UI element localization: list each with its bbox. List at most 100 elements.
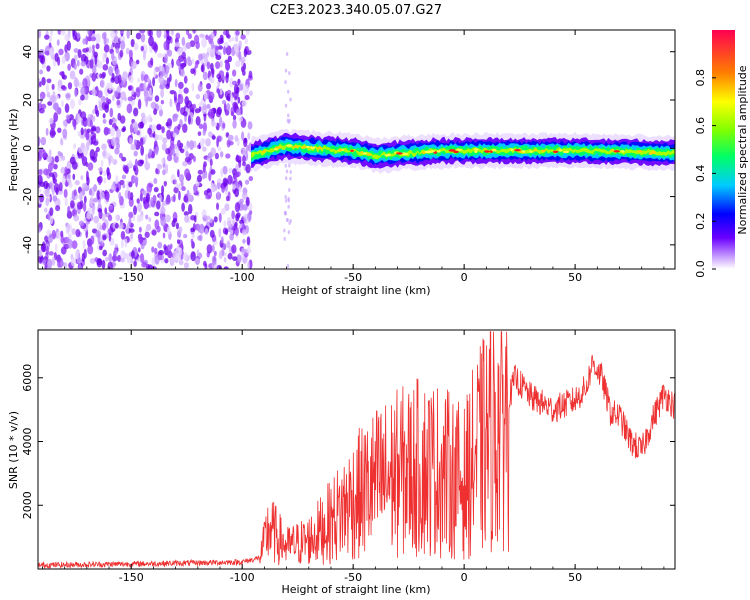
noise-speck <box>139 137 144 147</box>
noise-speck <box>236 254 242 264</box>
noise-speck <box>87 207 93 214</box>
noise-speck <box>205 138 211 147</box>
noise-speck <box>65 92 71 101</box>
noise-speck <box>225 153 231 159</box>
noise-speck <box>44 207 48 213</box>
y-tick-label: 20 <box>21 93 34 107</box>
noise-speck <box>215 61 221 69</box>
noise-speck <box>210 32 215 40</box>
signal-hotspot <box>316 146 323 150</box>
noise-speck <box>233 223 237 231</box>
noise-speck <box>153 69 157 78</box>
noise-speck <box>128 211 134 219</box>
noise-speck <box>111 72 115 81</box>
snr-series-line <box>38 331 675 569</box>
noise-speck <box>231 244 237 254</box>
noise-speck <box>163 40 169 51</box>
noise-speck <box>87 162 94 171</box>
noise-speck <box>172 217 178 223</box>
noise-speck <box>117 112 122 121</box>
noise-speck <box>201 37 208 48</box>
colorbar-tick-label: 0.8 <box>694 69 707 87</box>
noise-speck <box>151 229 157 236</box>
signal-hotspot <box>474 150 478 153</box>
noise-speck <box>52 195 58 202</box>
noise-speck <box>108 205 114 213</box>
noise-speck <box>39 181 46 188</box>
spectrogram-ylabel: Frequency (Hz) <box>7 109 20 192</box>
noise-speck <box>197 83 203 92</box>
noise-speck <box>102 64 109 71</box>
noise-speck <box>285 51 289 56</box>
noise-speck <box>115 142 121 150</box>
noise-speck <box>160 99 165 105</box>
noise-speck <box>182 161 188 167</box>
noise-speck <box>93 184 98 192</box>
noise-speck <box>107 139 111 144</box>
noise-speck <box>202 146 207 152</box>
noise-speck <box>58 182 63 192</box>
noise-speck <box>128 85 132 91</box>
noise-speck <box>121 174 127 180</box>
noise-speck <box>185 30 190 36</box>
noise-speck <box>173 91 177 102</box>
noise-speck <box>115 47 120 54</box>
noise-speck <box>197 223 201 233</box>
signal-hotspot <box>292 145 299 148</box>
noise-speck <box>241 131 245 141</box>
noise-speck <box>160 88 165 98</box>
noise-speck <box>183 75 188 84</box>
noise-speck <box>206 244 213 254</box>
noise-speck <box>114 222 119 229</box>
noise-speck <box>89 258 96 264</box>
noise-speck <box>225 71 230 79</box>
noise-speck <box>181 36 186 46</box>
noise-speck <box>62 119 67 126</box>
noise-speck <box>49 182 53 190</box>
noise-speck <box>235 30 240 36</box>
noise-speck <box>241 229 248 236</box>
noise-speck <box>106 127 112 135</box>
noise-speck <box>60 30 66 36</box>
noise-speck <box>54 155 60 163</box>
noise-speck <box>112 117 118 125</box>
noise-speck <box>38 175 41 182</box>
noise-speck <box>73 78 80 88</box>
noise-speck <box>283 210 287 215</box>
signal-hotspot <box>403 152 409 156</box>
noise-speck <box>95 43 100 50</box>
noise-speck <box>90 135 97 145</box>
noise-speck <box>226 220 232 227</box>
noise-speck <box>61 155 66 161</box>
noise-speck <box>156 30 162 39</box>
noise-speck <box>73 214 80 222</box>
noise-speck <box>108 118 113 126</box>
noise-speck <box>109 107 114 118</box>
noise-speck <box>216 135 222 143</box>
noise-speck <box>141 261 148 268</box>
noise-speck <box>176 139 181 148</box>
noise-speck <box>203 91 208 102</box>
noise-speck <box>245 30 250 36</box>
noise-speck <box>82 38 87 45</box>
noise-speck <box>218 228 222 238</box>
noise-speck <box>56 39 60 46</box>
noise-speck <box>158 75 165 84</box>
signal-hotspot <box>521 150 526 153</box>
noise-speck <box>46 91 51 98</box>
noise-speck <box>144 134 148 142</box>
noise-speck <box>244 95 250 101</box>
noise-speck <box>39 69 43 75</box>
noise-speck <box>206 61 211 70</box>
noise-speck <box>228 140 234 146</box>
noise-speck <box>86 211 92 220</box>
noise-speck <box>289 176 292 181</box>
noise-speck <box>92 44 95 50</box>
noise-speck <box>239 83 244 92</box>
noise-speck <box>222 122 226 129</box>
noise-speck <box>66 160 72 171</box>
noise-speck <box>187 56 191 62</box>
noise-speck <box>128 160 133 168</box>
noise-speck <box>288 118 291 123</box>
noise-speck <box>104 207 108 215</box>
